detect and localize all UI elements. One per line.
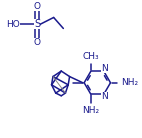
Text: N: N	[101, 92, 108, 101]
Text: N: N	[101, 64, 108, 73]
Text: NH₂: NH₂	[82, 106, 99, 115]
Text: O: O	[34, 38, 40, 47]
Text: O: O	[34, 2, 40, 11]
Text: CH₃: CH₃	[82, 52, 99, 61]
Text: HO: HO	[6, 20, 20, 29]
Text: S: S	[34, 19, 40, 29]
Text: NH₂: NH₂	[121, 78, 138, 87]
